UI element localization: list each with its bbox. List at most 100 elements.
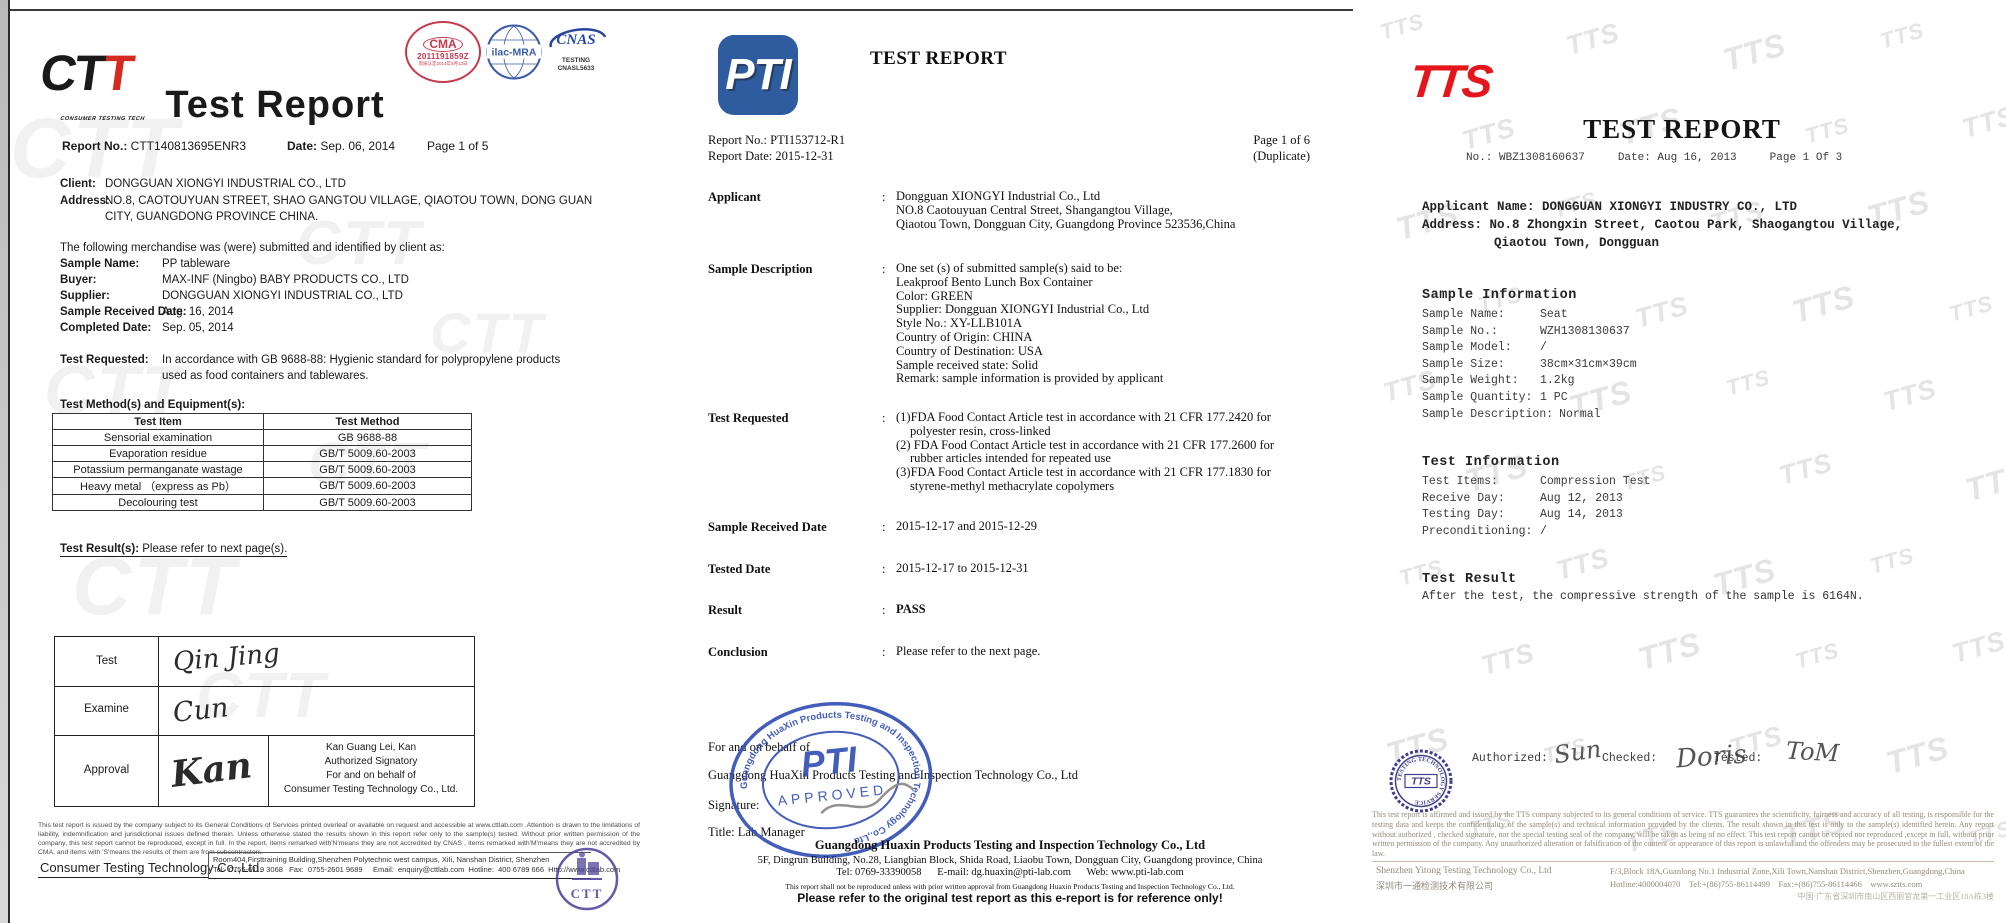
footer-contact: Tel: 0769-33390058 E-mail: dg.huaxin@pti… bbox=[836, 867, 1184, 878]
watermark-text: TTS bbox=[1634, 624, 1706, 678]
table-row: Evaporation residue GB/T 5009.60-2003 bbox=[52, 445, 472, 462]
table-line bbox=[158, 637, 159, 806]
sample-row: Sample Model: / bbox=[1422, 341, 1547, 354]
watermark-text: TTS bbox=[1719, 25, 1791, 79]
report-title: Test Report bbox=[165, 84, 385, 126]
behalf-line1: For and on behalf of bbox=[708, 740, 811, 754]
applicant-address: Address: No.8 Zhongxin Street, Caotou Pa… bbox=[1422, 218, 1903, 232]
report-meta: No.: WBZ1308160637 Date: Aug 16, 2013 Pa… bbox=[1466, 152, 1843, 164]
result-pass: PASS bbox=[896, 602, 926, 616]
watermark-text: TTS bbox=[1552, 542, 1613, 586]
duplicate-note: (Duplicate) bbox=[1253, 149, 1310, 163]
sig-row-examine-label: Examine bbox=[84, 703, 129, 715]
page-number: Page 1 of 6 bbox=[1253, 133, 1310, 147]
pti-logo: PTI bbox=[718, 35, 798, 115]
watermark-text: TTS bbox=[1562, 17, 1623, 61]
watermark-text: TTS bbox=[1882, 728, 1954, 782]
cnas-stamp-icon: CNAS TESTING CNASL5633 bbox=[543, 20, 609, 72]
cnas-sub1: TESTING bbox=[561, 57, 591, 64]
test-methods-table: Test Item Test Method Sensorial examinat… bbox=[52, 413, 472, 511]
watermark-text: TTS bbox=[1477, 637, 1538, 681]
sample-field: Buyer: MAX-INF (Ningbo) BABY PRODUCTS CO.… bbox=[60, 274, 409, 286]
table-row: Sensorial examination GB 9688-88 bbox=[52, 429, 472, 446]
cnas-label: CNAS bbox=[556, 32, 595, 48]
footer-address: F/3,Block 18A,Guanlong No.1 Industrial Z… bbox=[1610, 866, 1965, 876]
ctt-report-document: CTT CTT CTT CTT CTT CTT CTT CTT CONSUMER TESTI… bbox=[8, 0, 660, 923]
sample-row: Sample Quantity: 1 PC bbox=[1422, 391, 1568, 404]
cma-stamp-icon: CMA 2011191859Z 资质认定2014年8月13日 bbox=[405, 21, 481, 83]
test-row: Receive Day: Aug 12, 2013 bbox=[1422, 492, 1623, 505]
scan-edge-strip bbox=[0, 0, 8, 923]
disclaimer-text: This test report is issued by the compan… bbox=[38, 822, 640, 856]
sample-field: Sample Name: PP tableware bbox=[60, 258, 231, 270]
test-requested-line1: In accordance with GB 9688-88: Hygienic … bbox=[162, 354, 561, 366]
signature-tested: ToM bbox=[1785, 736, 1840, 768]
stamp-center-text: PTI bbox=[799, 738, 860, 785]
ctt-round-stamp-icon: CTT bbox=[554, 843, 620, 918]
address-row: Address: NO.8, CAOTOUYUAN STREET, SHAO G… bbox=[60, 195, 593, 207]
pti-report-document: PTI TEST REPORT Report No.: PTI153712-R1… bbox=[660, 0, 1360, 923]
test-row: Testing Day: Aug 14, 2013 bbox=[1422, 508, 1623, 521]
sample-row: Sample Weight: 1.2kg bbox=[1422, 374, 1575, 387]
table-line bbox=[55, 735, 474, 736]
table-row: Heavy metal （express as Pb） GB/T 5009.60-… bbox=[52, 477, 472, 495]
pti-approved-stamp-icon: Guangdong HuaXin Products Testing and In… bbox=[718, 689, 944, 874]
disclaimer-text: This test report is affirmed and issued … bbox=[1372, 810, 1994, 859]
behalf-line2: Guangdong HuaXin Products Testing and In… bbox=[708, 768, 1078, 782]
sig-row-approval-label: Approval bbox=[83, 764, 130, 776]
client-row: Client: DONGGUAN XIONGYI INDUSTRIAL CO.,… bbox=[60, 178, 346, 190]
address-row-2: CITY, GUANGDONG PROVINCE CHINA. bbox=[105, 211, 319, 223]
signature-authorized: Sun bbox=[1552, 734, 1604, 770]
table-line bbox=[268, 735, 269, 806]
footer-contact: Hotline:4000004070 Tel:+(86)755-86114499… bbox=[1610, 879, 1923, 889]
report-date: Date: Sep. 06, 2014 bbox=[287, 139, 396, 153]
table-line bbox=[55, 686, 474, 687]
watermark-text: TTS bbox=[1958, 100, 2006, 144]
ilac-mra-label: ilac-MRA bbox=[492, 47, 537, 59]
test-result-text: After the test, the compressive strength… bbox=[1422, 590, 1864, 603]
test-row: Test Items: Compression Test bbox=[1422, 475, 1651, 488]
test-info-title: Test Information bbox=[1422, 455, 1560, 470]
methods-title: Test Method(s) and Equipment(s): bbox=[60, 399, 246, 411]
stamp-center-text: TTS bbox=[1411, 776, 1431, 788]
report-meta: Report No.: PTI153712-R1 Report Date: 20… bbox=[708, 132, 845, 164]
report-no: Report No.: PTI153712-R1 bbox=[708, 133, 846, 147]
test-requested-label: Test Requested: bbox=[60, 354, 149, 366]
ctt-logo-black: CT bbox=[36, 45, 108, 101]
applicant-name: Applicant Name: DONGGUAN XIONGYI INDUSTR… bbox=[1422, 200, 1798, 214]
footer-address-block: Room404,Firsttraining Building,Shenzhen … bbox=[208, 852, 620, 879]
page-number: Page 1 of 5 bbox=[427, 139, 489, 153]
watermark-text: TTS bbox=[1792, 637, 1843, 674]
ctt-stamp-label: CTT bbox=[571, 886, 604, 901]
report-title: TEST REPORT bbox=[870, 48, 1007, 69]
table-row: Decolouring test GB/T 5009.60-2003 bbox=[52, 494, 472, 511]
col-test-method: Test Method bbox=[263, 413, 472, 430]
table-header-row: Test Item Test Method bbox=[52, 413, 472, 430]
footer-underline bbox=[38, 877, 208, 878]
footer-company: Guangdong Huaxin Products Testing and In… bbox=[814, 838, 1206, 852]
col-test-item: Test Item bbox=[52, 413, 264, 430]
footer-address-line1: Room404,Firsttraining Building,Shenzhen … bbox=[213, 855, 550, 864]
authorized-label: Authorized: bbox=[1472, 752, 1548, 765]
cma-mark: CMA bbox=[423, 37, 463, 52]
signature-table: Test Examine Approval Qin Jing Cun Kan K… bbox=[54, 636, 475, 807]
signature-test: Qin Jing bbox=[171, 638, 281, 678]
footer-divider bbox=[1372, 861, 1994, 862]
approval-text-block: Kan Guang Lei, Kan Authorized Signatory … bbox=[283, 742, 459, 795]
footer-company-en: Shenzhen Yitong Testing Technology Co., … bbox=[1376, 866, 1552, 876]
footer-refer-note: Please refer to the original test report… bbox=[797, 891, 1223, 905]
footer-address: 5F, Dingrun Building, No.28, Liangbian B… bbox=[757, 855, 1263, 866]
tts-report-document: TTS TTS TTS TTS TTS TTS TTS TTS TTS TTS TTS TTS TTS T… bbox=[1362, 0, 2006, 923]
tested-label: Tested: bbox=[1714, 752, 1763, 765]
sample-row: Sample Name: Seat bbox=[1422, 308, 1568, 321]
watermark-text: TTS bbox=[1867, 542, 1918, 579]
cnas-sub2: CNASL5633 bbox=[557, 64, 595, 72]
ilac-mra-stamp-icon: ilac-MRA bbox=[485, 23, 543, 84]
sample-field: Sample Received Date: Aug. 16, 2014 bbox=[60, 306, 234, 318]
sample-field: Supplier: DONGGUAN XIONGYI INDUSTRIAL CO.… bbox=[60, 290, 403, 302]
checked-label: Checked: bbox=[1602, 752, 1658, 765]
tts-logo: TTS bbox=[1407, 55, 1494, 107]
report-title: TEST REPORT bbox=[1583, 114, 1781, 144]
sample-info-title: Sample Information bbox=[1422, 288, 1577, 303]
